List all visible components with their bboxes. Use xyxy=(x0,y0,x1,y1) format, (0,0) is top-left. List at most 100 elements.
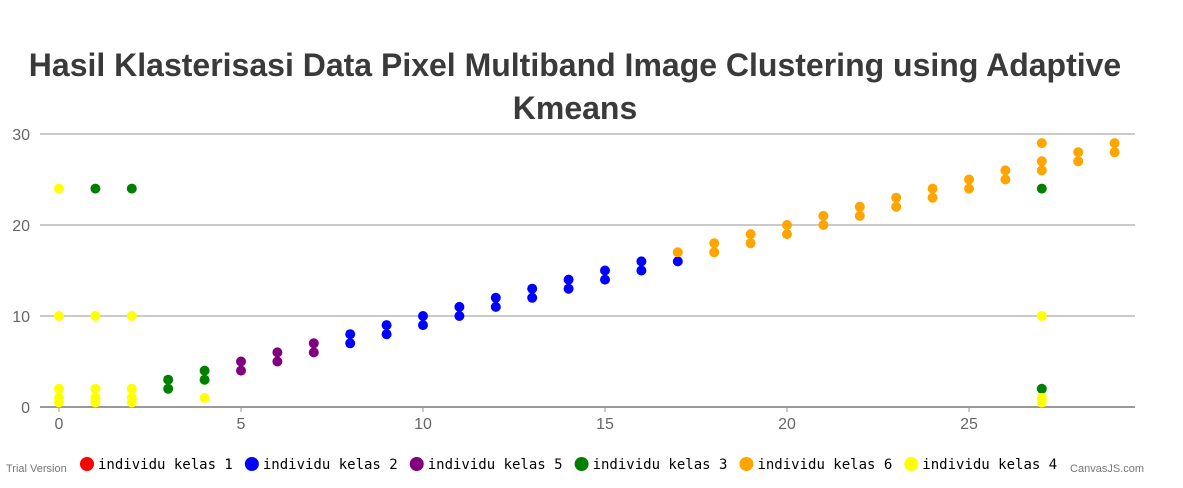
data-point[interactable] xyxy=(1036,311,1047,321)
legend-item[interactable]: individu kelas 2 xyxy=(244,457,398,473)
data-point[interactable] xyxy=(891,201,902,212)
y-tick-label: 10 xyxy=(12,309,30,326)
series-2 xyxy=(345,256,683,349)
data-point[interactable] xyxy=(199,392,210,403)
legend-item[interactable]: individu kelas 4 xyxy=(904,457,1057,473)
data-point[interactable] xyxy=(927,183,938,194)
legend-marker xyxy=(904,457,919,471)
data-point[interactable] xyxy=(236,365,246,376)
data-point[interactable] xyxy=(126,311,137,321)
data-point[interactable] xyxy=(745,238,756,249)
legend-label: individu kelas 4 xyxy=(922,457,1057,473)
data-point[interactable] xyxy=(964,183,974,194)
series-6 xyxy=(54,183,1047,408)
data-point[interactable] xyxy=(891,192,902,203)
data-point[interactable] xyxy=(818,210,829,221)
data-point[interactable] xyxy=(381,329,392,340)
chart-title-line-1: Hasil Klasterisasi Data Pixel Multiband … xyxy=(29,47,1121,83)
trial-watermark: Trial Version xyxy=(6,463,67,475)
x-tick-label: 15 xyxy=(596,416,614,433)
data-point[interactable] xyxy=(272,347,283,358)
canvasjs-credit[interactable]: CanvasJS.com xyxy=(1070,463,1144,475)
data-point[interactable] xyxy=(818,220,829,230)
data-point[interactable] xyxy=(418,320,428,331)
data-point[interactable] xyxy=(454,301,465,312)
data-point[interactable] xyxy=(199,374,210,385)
data-point[interactable] xyxy=(308,338,319,349)
data-point[interactable] xyxy=(563,283,574,294)
legend-label: individu kelas 6 xyxy=(757,457,892,473)
data-point[interactable] xyxy=(782,220,792,230)
x-tick-label: 0 xyxy=(55,416,64,433)
data-point[interactable] xyxy=(1000,165,1011,176)
data-point[interactable] xyxy=(1073,156,1084,167)
data-point[interactable] xyxy=(745,229,756,240)
data-point[interactable] xyxy=(418,311,428,321)
x-tick-label: 10 xyxy=(414,416,432,433)
data-point[interactable] xyxy=(345,329,356,340)
legend-item[interactable]: individu kelas 1 xyxy=(80,457,233,473)
data-point[interactable] xyxy=(1036,165,1047,176)
data-point[interactable] xyxy=(1073,147,1084,158)
data-point[interactable] xyxy=(1000,174,1011,185)
data-point[interactable] xyxy=(563,274,574,285)
data-point[interactable] xyxy=(854,210,865,221)
data-point[interactable] xyxy=(454,311,465,321)
data-point[interactable] xyxy=(90,183,101,194)
data-point[interactable] xyxy=(308,347,319,358)
data-point[interactable] xyxy=(1036,397,1047,408)
legend-item[interactable]: individu kelas 6 xyxy=(739,457,892,473)
data-point[interactable] xyxy=(709,238,720,249)
chart-title-line-2: Kmeans xyxy=(513,90,638,126)
data-point[interactable] xyxy=(54,397,64,408)
data-point[interactable] xyxy=(1036,138,1047,149)
y-tick-label: 0 xyxy=(21,400,30,417)
data-point[interactable] xyxy=(90,397,101,408)
data-point[interactable] xyxy=(1036,383,1047,394)
data-point[interactable] xyxy=(236,356,246,367)
legend-marker xyxy=(244,457,259,471)
data-point[interactable] xyxy=(1109,138,1120,149)
data-point[interactable] xyxy=(527,292,538,303)
data-point[interactable] xyxy=(490,301,501,312)
data-point[interactable] xyxy=(163,383,174,394)
data-point[interactable] xyxy=(54,311,64,321)
data-point[interactable] xyxy=(126,183,137,194)
data-point[interactable] xyxy=(636,256,647,267)
legend-item[interactable]: individu kelas 5 xyxy=(409,457,563,473)
x-tick-label: 5 xyxy=(237,416,246,433)
data-point[interactable] xyxy=(854,201,865,212)
data-point[interactable] xyxy=(1036,156,1047,167)
data-point[interactable] xyxy=(636,265,647,276)
data-point[interactable] xyxy=(126,397,137,408)
data-point[interactable] xyxy=(782,229,792,240)
data-point[interactable] xyxy=(163,374,174,385)
legend-label: individu kelas 3 xyxy=(593,457,728,473)
data-point[interactable] xyxy=(490,292,501,303)
data-point[interactable] xyxy=(927,192,938,203)
data-point[interactable] xyxy=(90,383,101,394)
data-point[interactable] xyxy=(199,365,210,376)
data-point[interactable] xyxy=(672,247,683,258)
data-point[interactable] xyxy=(527,283,538,294)
data-point[interactable] xyxy=(126,383,137,394)
data-point[interactable] xyxy=(964,174,974,185)
data-point[interactable] xyxy=(345,338,356,349)
data-point[interactable] xyxy=(90,311,101,321)
data-point[interactable] xyxy=(1036,183,1047,194)
legend[interactable]: individu kelas 1 individu kelas 2 individu… xyxy=(80,457,1057,473)
data-point[interactable] xyxy=(600,274,610,285)
legend-marker xyxy=(80,457,94,471)
legend-item[interactable]: individu kelas 3 xyxy=(574,457,728,473)
data-point[interactable] xyxy=(600,265,610,276)
legend-label: individu kelas 1 xyxy=(98,457,233,473)
legend-marker xyxy=(574,457,589,471)
data-point[interactable] xyxy=(54,383,64,394)
data-point[interactable] xyxy=(1109,147,1120,158)
data-point[interactable] xyxy=(54,183,64,194)
data-point[interactable] xyxy=(672,256,683,267)
data-point[interactable] xyxy=(381,320,392,331)
data-point[interactable] xyxy=(709,247,720,258)
data-point[interactable] xyxy=(272,356,283,367)
